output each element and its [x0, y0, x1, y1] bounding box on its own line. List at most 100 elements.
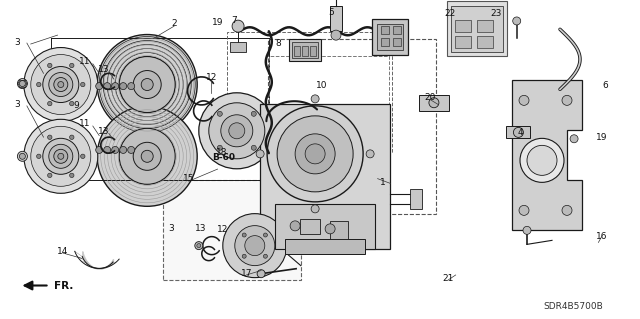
Text: 20: 20 — [424, 93, 436, 102]
Circle shape — [242, 233, 246, 237]
Circle shape — [519, 95, 529, 105]
Bar — [381, 38, 389, 46]
Text: 19: 19 — [596, 133, 607, 142]
Text: B-60: B-60 — [212, 153, 236, 162]
Circle shape — [199, 93, 275, 169]
Bar — [381, 26, 389, 34]
Circle shape — [523, 226, 531, 234]
Circle shape — [54, 78, 68, 92]
Text: 2: 2 — [172, 19, 177, 28]
Text: 4: 4 — [518, 128, 523, 137]
Bar — [477, 36, 493, 48]
Circle shape — [429, 98, 439, 108]
Circle shape — [70, 63, 74, 68]
Circle shape — [264, 233, 268, 237]
Bar — [419, 95, 449, 111]
Bar — [268, 40, 435, 214]
Text: 3: 3 — [169, 224, 174, 233]
Circle shape — [141, 78, 153, 91]
Circle shape — [264, 254, 268, 258]
Circle shape — [562, 205, 572, 215]
Bar — [275, 204, 375, 249]
Bar — [163, 180, 301, 280]
Circle shape — [209, 103, 265, 159]
Circle shape — [229, 123, 245, 139]
Circle shape — [128, 146, 134, 153]
Circle shape — [257, 270, 265, 278]
Circle shape — [24, 119, 98, 193]
Circle shape — [24, 48, 98, 122]
Text: 10: 10 — [316, 81, 327, 90]
Circle shape — [133, 142, 161, 170]
Circle shape — [17, 78, 28, 89]
Circle shape — [70, 101, 74, 106]
Text: 16: 16 — [596, 232, 607, 241]
Circle shape — [104, 146, 111, 153]
Circle shape — [252, 111, 256, 116]
Circle shape — [331, 30, 341, 40]
Bar — [330, 6, 342, 31]
Text: 21: 21 — [442, 274, 454, 283]
Bar — [394, 26, 401, 34]
Text: 15: 15 — [183, 174, 195, 183]
Circle shape — [112, 83, 118, 90]
Circle shape — [119, 56, 175, 113]
Text: 18: 18 — [216, 148, 228, 157]
Text: 14: 14 — [57, 247, 68, 256]
Circle shape — [47, 173, 52, 178]
Text: 6: 6 — [602, 81, 607, 90]
Bar — [285, 239, 365, 254]
Circle shape — [519, 205, 529, 215]
Circle shape — [49, 72, 73, 97]
Bar — [302, 46, 308, 56]
Text: 8: 8 — [276, 39, 281, 48]
Circle shape — [218, 111, 222, 116]
Circle shape — [43, 67, 79, 102]
Circle shape — [47, 63, 52, 68]
Bar — [447, 1, 507, 56]
Text: 17: 17 — [241, 269, 252, 278]
Circle shape — [366, 150, 374, 158]
Circle shape — [252, 145, 256, 150]
Circle shape — [325, 224, 335, 234]
Bar — [294, 46, 300, 56]
Circle shape — [513, 17, 521, 25]
Bar — [506, 126, 531, 138]
Bar — [269, 56, 389, 166]
Text: 12: 12 — [217, 225, 228, 234]
Circle shape — [97, 106, 197, 206]
Bar — [372, 19, 408, 55]
Text: 19: 19 — [212, 19, 223, 27]
Circle shape — [120, 83, 127, 90]
Bar — [394, 38, 401, 46]
Circle shape — [54, 149, 68, 163]
Text: 7: 7 — [231, 16, 236, 25]
Bar — [330, 221, 348, 239]
Bar — [227, 32, 392, 152]
Circle shape — [277, 116, 353, 192]
Circle shape — [81, 82, 85, 87]
Bar — [260, 104, 390, 249]
Circle shape — [527, 145, 557, 175]
Text: 12: 12 — [205, 73, 217, 82]
Circle shape — [104, 83, 111, 90]
Circle shape — [128, 83, 134, 90]
Text: 11: 11 — [79, 119, 90, 128]
Bar — [310, 46, 316, 56]
Circle shape — [242, 254, 246, 258]
Circle shape — [47, 135, 52, 139]
Circle shape — [290, 221, 300, 231]
Circle shape — [218, 145, 222, 150]
Circle shape — [267, 106, 363, 202]
Text: SDR4B5700B: SDR4B5700B — [543, 302, 603, 311]
Bar — [289, 39, 321, 61]
Bar — [454, 36, 471, 48]
Text: 1: 1 — [380, 178, 385, 187]
Polygon shape — [512, 80, 582, 230]
Circle shape — [43, 138, 79, 174]
Circle shape — [570, 135, 578, 143]
Text: 5: 5 — [328, 8, 333, 17]
Bar — [230, 42, 246, 52]
Bar — [378, 24, 403, 50]
Bar — [451, 6, 503, 52]
